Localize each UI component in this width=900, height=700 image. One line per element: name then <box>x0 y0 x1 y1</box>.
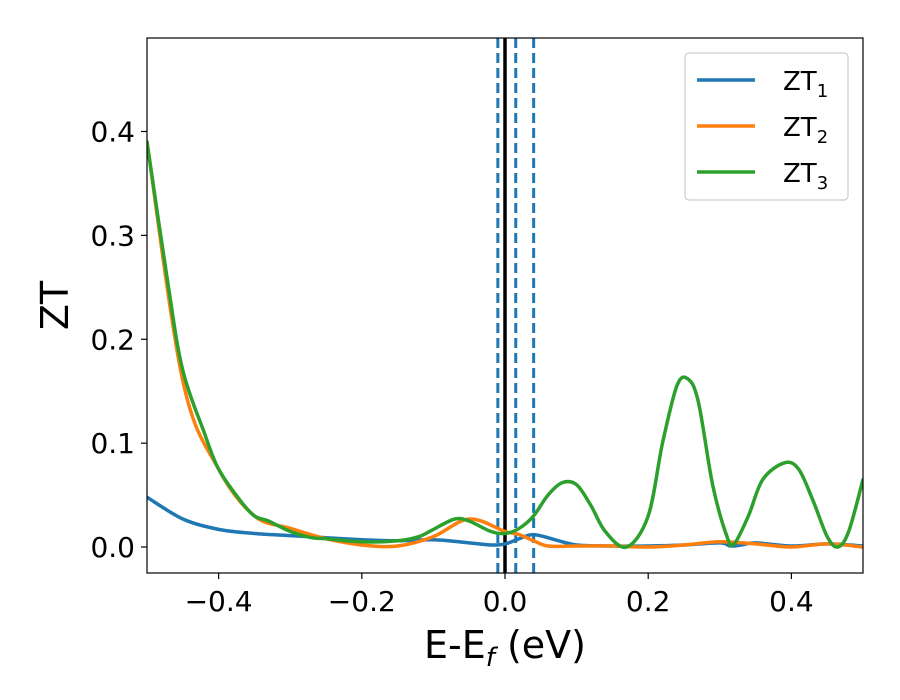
y-tick-label: 0.4 <box>90 115 135 148</box>
y-axis-label: ZT <box>33 280 77 330</box>
series-lines <box>147 140 863 550</box>
series-line-zt3 <box>147 140 863 550</box>
y-tick-label: 0.1 <box>90 427 135 460</box>
legend: ZT1 ZT2 ZT3 <box>684 52 849 201</box>
legend-box <box>684 52 849 201</box>
y-tick-label: 0.0 <box>90 531 135 564</box>
y-tick-label: 0.2 <box>90 323 135 356</box>
x-tick-label: −0.4 <box>185 585 253 618</box>
legend-label: ZT3 <box>783 159 828 194</box>
x-tick-label: 0.0 <box>483 585 528 618</box>
legend-label: ZT1 <box>783 67 828 102</box>
x-tick-label: −0.2 <box>328 585 396 618</box>
x-tick-label: 0.2 <box>626 585 671 618</box>
x-axis-ticks: −0.4 −0.2 0.0 0.2 0.4 <box>185 573 814 618</box>
y-tick-label: 0.3 <box>90 219 135 252</box>
legend-label: ZT2 <box>783 113 828 148</box>
x-tick-label: 0.4 <box>769 585 814 618</box>
y-axis-ticks: 0.0 0.1 0.2 0.3 0.4 <box>90 115 147 564</box>
x-axis-label: E-Ef (eV) <box>424 623 586 673</box>
reference-lines <box>496 38 536 573</box>
